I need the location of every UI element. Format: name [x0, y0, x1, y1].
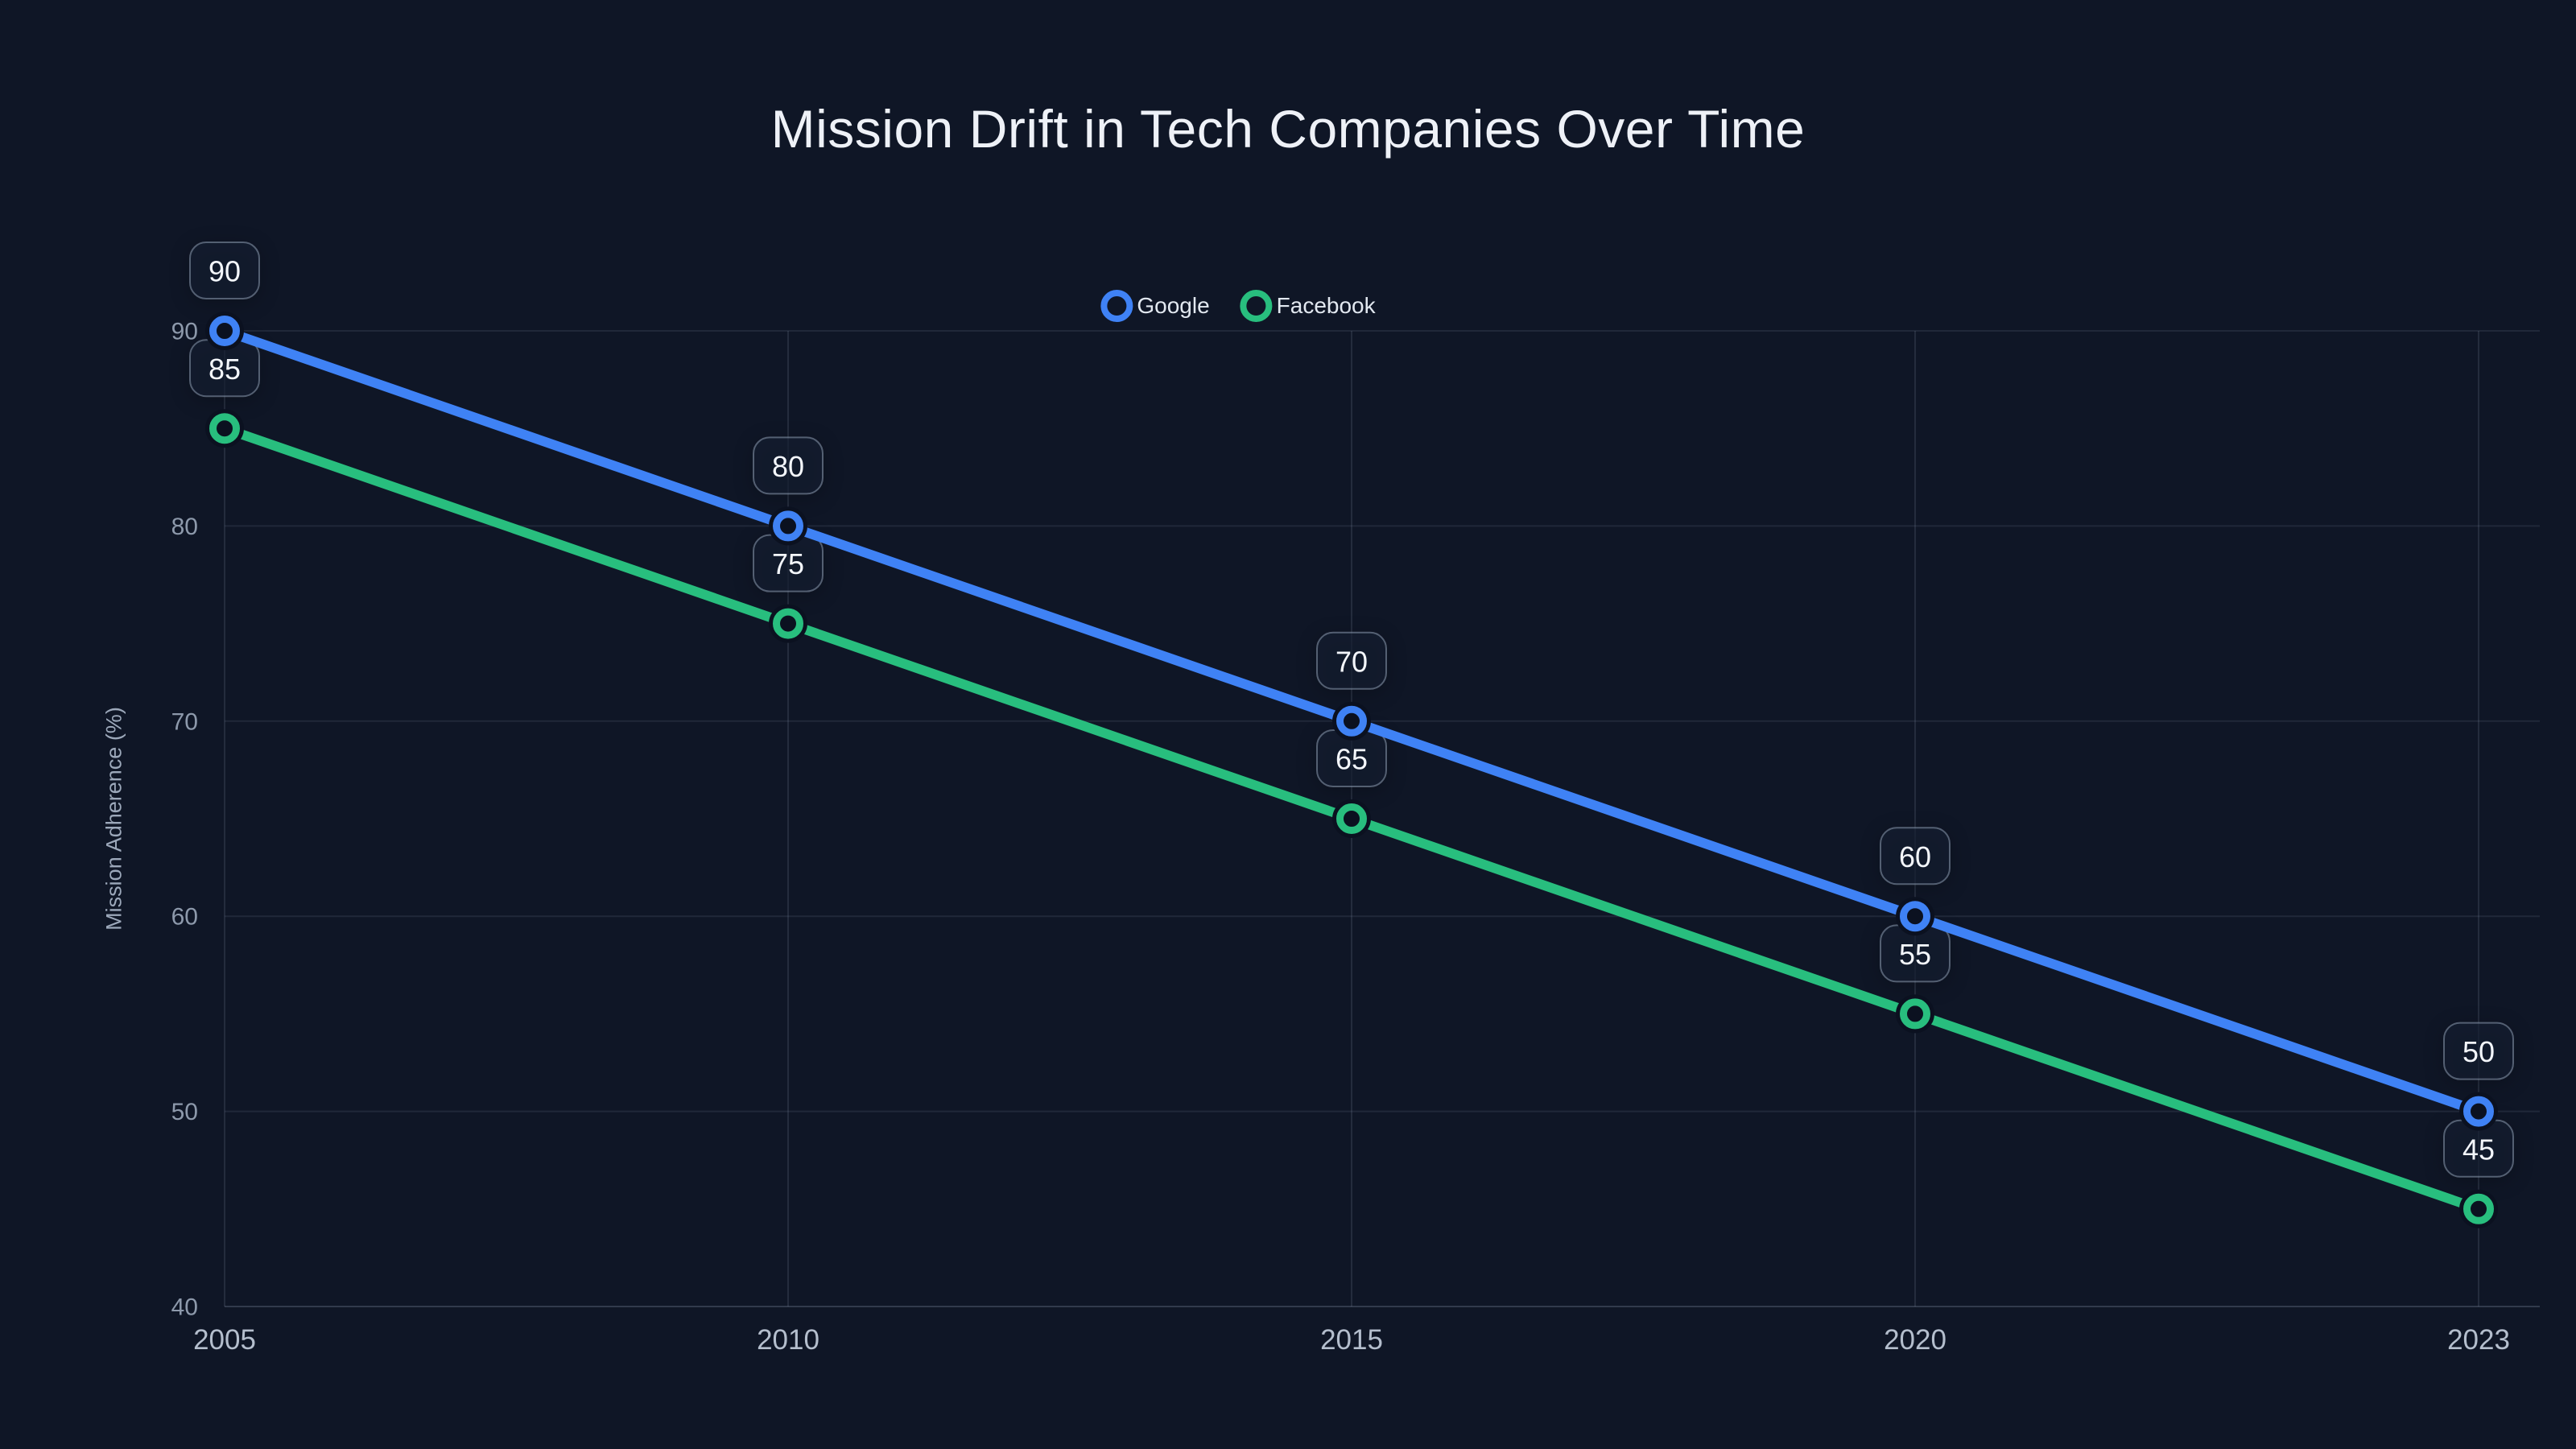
marker-google-2023[interactable]	[2463, 1096, 2494, 1127]
x-tick-label: 2023	[2447, 1324, 2510, 1356]
x-tick-label: 2015	[1320, 1324, 1383, 1356]
x-tick-label: 2010	[757, 1324, 819, 1356]
point-label-badge-google	[1316, 631, 1387, 690]
point-label-value: 90	[208, 255, 241, 288]
marker-facebook-2015[interactable]	[1336, 803, 1367, 834]
marker-google-2010[interactable]	[773, 510, 803, 542]
legend-ring-icon	[1100, 290, 1133, 322]
y-tick-label: 40	[171, 1294, 198, 1321]
point-label-value: 50	[2462, 1035, 2495, 1068]
point-label-value: 80	[772, 450, 804, 483]
x-tick-label: 2005	[193, 1324, 256, 1356]
point-label-badges: 90 80 70 60 50 85 75 65 55 45	[189, 242, 2514, 1178]
point-label-badge-google	[189, 242, 260, 299]
point-label-value: 60	[1899, 840, 1931, 873]
marker-facebook-2005[interactable]	[209, 413, 240, 444]
point-label-value: 75	[772, 547, 804, 580]
x-tick-label: 2020	[1884, 1324, 1946, 1356]
marker-facebook-2020[interactable]	[1900, 998, 1930, 1030]
point-label-value: 65	[1335, 743, 1368, 776]
point-label-value: 85	[208, 353, 241, 386]
legend: Google Facebook	[1100, 290, 1376, 322]
point-label-value: 70	[1335, 645, 1368, 678]
point-label-value: 55	[1899, 938, 1931, 971]
y-tick-label: 80	[171, 514, 198, 540]
legend-item-google[interactable]: Google	[1100, 290, 1210, 322]
marker-google-2015[interactable]	[1336, 705, 1367, 737]
chart-title: Mission Drift in Tech Companies Over Tim…	[770, 99, 1806, 159]
point-label-badge-google	[1880, 827, 1951, 886]
legend-label: Google	[1137, 293, 1210, 318]
series-markers	[205, 312, 2498, 1228]
marker-google-2020[interactable]	[1900, 901, 1930, 932]
y-tick-label: 70	[171, 708, 198, 735]
marker-google-2005[interactable]	[209, 316, 240, 346]
point-label-badge-google	[2443, 1022, 2514, 1080]
point-label-value: 45	[2462, 1133, 2495, 1166]
marker-facebook-2023[interactable]	[2463, 1193, 2494, 1224]
y-tick-label: 50	[171, 1099, 198, 1125]
gridlines	[224, 330, 2540, 1307]
marker-facebook-2010[interactable]	[773, 608, 803, 639]
legend-ring-icon	[1240, 290, 1273, 322]
point-label-badge-google	[753, 436, 824, 495]
y-tick-label: 90	[171, 319, 198, 345]
legend-label: Facebook	[1276, 293, 1376, 318]
legend-item-facebook[interactable]: Facebook	[1240, 290, 1376, 322]
axis-tick-labels: 40 50 60 70 80 90 2005 2010 2015 2020 2023	[171, 319, 2510, 1356]
y-tick-label: 60	[171, 904, 198, 931]
